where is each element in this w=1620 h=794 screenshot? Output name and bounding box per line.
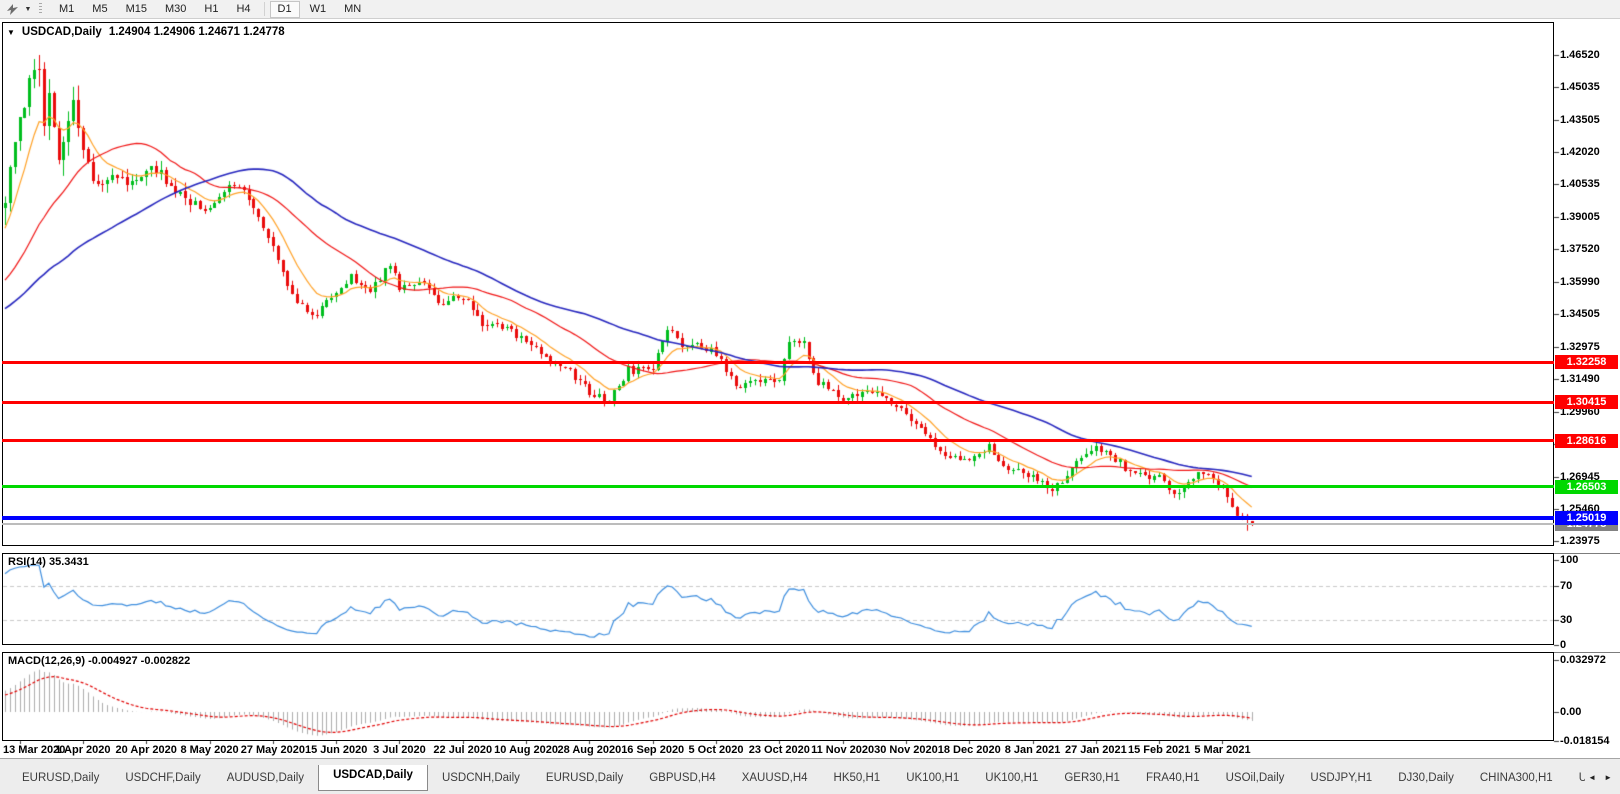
price-axis-tick: 1.39005 — [1560, 211, 1600, 223]
timeframe-button-m5[interactable]: M5 — [92, 2, 108, 15]
date-axis-label: 1 Apr 2020 — [55, 744, 111, 756]
date-axis-label: 8 Jan 2021 — [1004, 744, 1061, 756]
price-axis-tick: 1.37520 — [1560, 243, 1600, 255]
date-axis-label: 5 Oct 2020 — [688, 744, 744, 756]
price-axis-tick: 1.34505 — [1560, 308, 1600, 320]
chart-plot-canvas[interactable] — [0, 19, 1620, 777]
symbol-tab-usoil[interactable]: USOil, — [1567, 768, 1585, 791]
date-axis-label: 20 Apr 2020 — [115, 744, 177, 756]
chart-ohlc-values: 1.24904 1.24906 1.24671 1.24778 — [108, 26, 285, 38]
date-axis-label: 27 May 2020 — [240, 744, 305, 756]
horizontal-line-price-label: 1.26503 — [1555, 479, 1618, 494]
horizontal-line-1.32258[interactable] — [2, 360, 1554, 364]
price-axis-tick: 1.42020 — [1560, 146, 1600, 158]
tool-dropdown-caret-icon[interactable]: ▼ — [24, 5, 32, 13]
date-axis-label: 30 Nov 2020 — [874, 744, 938, 756]
tab-scroll-right-icon[interactable]: ► — [1604, 773, 1612, 782]
date-axis-label: 16 Sep 2020 — [621, 744, 685, 756]
chart-title: ▼ USDCAD,Daily 1.24904 1.24906 1.24671 1… — [7, 26, 285, 38]
axis-separator-rsi — [1554, 553, 1620, 554]
macd-axis-tick: 0.032972 — [1560, 654, 1606, 666]
date-axis-label: 15 Jun 2020 — [304, 744, 368, 756]
chart-symbol-period: USDCAD,Daily — [21, 26, 102, 38]
timeframe-group: M1 M5 M15 M30 H1 H4 D1 W1 MN — [50, 0, 370, 18]
timeframe-button-m1[interactable]: M1 — [59, 2, 75, 15]
rsi-axis-tick: 100 — [1560, 554, 1579, 566]
timeframe-button-m15[interactable]: M15 — [125, 2, 147, 15]
date-axis-label: 3 Jul 2020 — [373, 744, 426, 756]
date-axis-label: 22 Jul 2020 — [433, 744, 493, 756]
collapse-chart-icon[interactable]: ▼ — [7, 27, 15, 37]
timeframe-button-h4[interactable]: H4 — [236, 2, 251, 15]
price-axis-tick: 1.32975 — [1560, 340, 1600, 353]
toolbar-separator — [263, 2, 265, 16]
toolbar-grip-handle[interactable] — [39, 3, 42, 15]
horizontal-line-price-label: 1.30415 — [1555, 395, 1618, 410]
horizontal-line-1.28616[interactable] — [2, 439, 1554, 443]
main-toolbar: ▼ M1 M5 M15 M30 H1 H4 D1 W1 MN — [0, 0, 1620, 19]
timeframe-button-m30[interactable]: M30 — [164, 2, 187, 15]
price-axis-tick: 1.43505 — [1560, 113, 1600, 126]
horizontal-line-1.25019[interactable] — [2, 516, 1554, 521]
date-axis-label: 15 Feb 2021 — [1127, 744, 1191, 756]
date-axis-label: 27 Jan 2021 — [1064, 744, 1127, 756]
tab-scroll-left-icon[interactable]: ◄ — [1588, 773, 1596, 782]
date-axis-label: 5 Mar 2021 — [1194, 744, 1251, 756]
price-axis-tick: 1.40535 — [1560, 178, 1600, 191]
price-axis-tick: 1.23975 — [1560, 535, 1600, 547]
chart-region: ▼ USDCAD,Daily 1.24904 1.24906 1.24671 1… — [0, 19, 1620, 777]
timeframe-button-d1[interactable]: D1 — [269, 0, 300, 18]
horizontal-line-price-label: 1.28616 — [1555, 433, 1618, 448]
date-axis-label: 23 Oct 2020 — [748, 744, 810, 756]
price-axis-tick: 1.46520 — [1560, 49, 1600, 61]
timeframe-button-h1[interactable]: H1 — [204, 2, 219, 15]
price-axis-tick: 1.35990 — [1560, 275, 1600, 288]
date-axis-label: 28 Aug 2020 — [557, 744, 622, 756]
date-axis-label: 10 Aug 2020 — [494, 744, 558, 756]
macd-axis-tick: -0.018154 — [1560, 734, 1610, 747]
date-axis-label: 8 May 2020 — [180, 744, 239, 756]
rsi-axis-tick: 0 — [1560, 639, 1567, 651]
rsi-axis-tick: 70 — [1560, 579, 1573, 592]
macd-indicator-label: MACD(12,26,9) -0.004927 -0.002822 — [8, 655, 191, 667]
horizontal-line-1.26503[interactable] — [2, 485, 1554, 488]
macd-axis-tick: 0.00 — [1560, 706, 1582, 718]
horizontal-line-1.30415[interactable] — [2, 400, 1554, 404]
timeframe-button-mn[interactable]: MN — [344, 2, 362, 15]
horizontal-line-price-label: 1.32258 — [1555, 355, 1618, 370]
date-axis-label: 13 Mar 2020 — [3, 744, 66, 756]
rsi-indicator-label: RSI(14) 35.3431 — [8, 556, 89, 568]
axis-separator-macd — [1554, 652, 1620, 653]
chart-cursor-tool-icon[interactable] — [3, 2, 21, 16]
horizontal-line-price-label: 1.25019 — [1555, 511, 1618, 526]
current-price-line — [2, 522, 1554, 525]
price-axis-tick: 1.45035 — [1560, 81, 1600, 93]
timeframe-button-w1[interactable]: W1 — [309, 2, 327, 15]
date-axis-label: 18 Dec 2020 — [937, 744, 1001, 756]
rsi-axis-tick: 30 — [1560, 613, 1573, 626]
price-axis-tick: 1.31490 — [1560, 373, 1600, 385]
date-axis-label: 11 Nov 2020 — [811, 744, 875, 756]
